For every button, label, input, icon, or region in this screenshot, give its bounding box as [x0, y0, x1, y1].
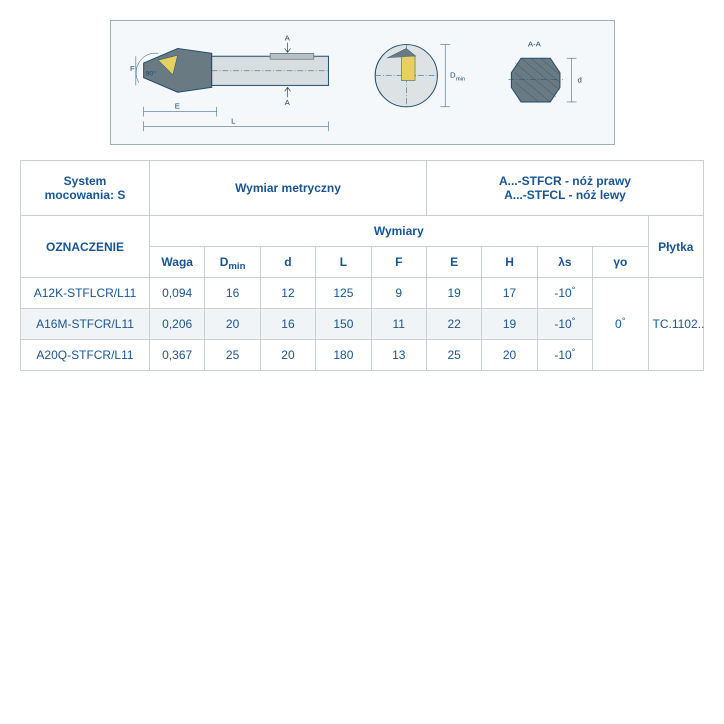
cell-name: A16M-STFCR/L11	[21, 309, 150, 340]
cell-ls: -10	[537, 278, 592, 309]
technical-diagram: 90° F A A E L Dmin A-A	[110, 20, 615, 145]
cell-h: 19	[482, 309, 537, 340]
col-l: L	[316, 247, 371, 278]
cell-name: A12K-STFLCR/L11	[21, 278, 150, 309]
system-label-1: System	[25, 174, 145, 188]
diagram-svg: 90° F A A E L Dmin A-A	[119, 29, 606, 136]
table-row: A12K-STFLCR/L11 0,094 16 12 125 9 19 17 …	[21, 278, 704, 309]
cell-d: 16	[260, 309, 315, 340]
svg-text:A-A: A-A	[527, 40, 541, 49]
type-label-2: A...-STFCL - nóż lewy	[431, 188, 699, 202]
col-e: E	[426, 247, 481, 278]
col-f: F	[371, 247, 426, 278]
side-view: 90° F A A E L	[130, 34, 328, 131]
system-label-2: mocowania: S	[25, 188, 145, 202]
svg-text:E: E	[174, 102, 179, 111]
cell-ls: -10	[537, 340, 592, 371]
cell-f: 13	[371, 340, 426, 371]
cell-d: 20	[260, 340, 315, 371]
svg-text:L: L	[231, 116, 236, 125]
section-view: A-A d	[508, 40, 581, 102]
cell-go: 0	[593, 278, 648, 371]
col-go: γo	[593, 247, 648, 278]
svg-text:d: d	[577, 76, 581, 85]
cell-name: A20Q-STFCR/L11	[21, 340, 150, 371]
header-type: A...-STFCR - nóż prawy A...-STFCL - nóż …	[426, 161, 703, 216]
cell-dmin: 25	[205, 340, 260, 371]
cell-e: 25	[426, 340, 481, 371]
cell-l: 180	[316, 340, 371, 371]
header-metric: Wymiar metryczny	[150, 161, 427, 216]
cell-d: 12	[260, 278, 315, 309]
svg-text:A: A	[284, 98, 290, 107]
cell-l: 150	[316, 309, 371, 340]
cell-dmin: 20	[205, 309, 260, 340]
cell-dmin: 16	[205, 278, 260, 309]
cell-e: 19	[426, 278, 481, 309]
cell-f: 11	[371, 309, 426, 340]
svg-text:F: F	[130, 64, 135, 73]
cell-e: 22	[426, 309, 481, 340]
cell-h: 20	[482, 340, 537, 371]
svg-text:90°: 90°	[145, 70, 156, 78]
col-waga: Waga	[150, 247, 205, 278]
header-system: System mocowania: S	[21, 161, 150, 216]
header-wymiary: Wymiary	[150, 216, 649, 247]
cell-f: 9	[371, 278, 426, 309]
header-oznaczenie: OZNACZENIE	[21, 216, 150, 278]
cell-waga: 0,367	[150, 340, 205, 371]
cell-h: 17	[482, 278, 537, 309]
col-ls: λs	[537, 247, 592, 278]
col-dmin: Dmin	[205, 247, 260, 278]
type-label-1: A...-STFCR - nóż prawy	[431, 174, 699, 188]
cell-l: 125	[316, 278, 371, 309]
cell-ls: -10	[537, 309, 592, 340]
col-h: H	[482, 247, 537, 278]
col-d: d	[260, 247, 315, 278]
specifications-table: System mocowania: S Wymiar metryczny A..…	[20, 160, 704, 371]
svg-text:A: A	[284, 34, 290, 43]
front-view: Dmin	[375, 45, 465, 107]
header-plytka: Płytka	[648, 216, 703, 278]
cell-waga: 0,094	[150, 278, 205, 309]
cell-waga: 0,206	[150, 309, 205, 340]
cell-plytka: TC.1102..	[648, 278, 703, 371]
svg-text:min: min	[455, 77, 464, 83]
